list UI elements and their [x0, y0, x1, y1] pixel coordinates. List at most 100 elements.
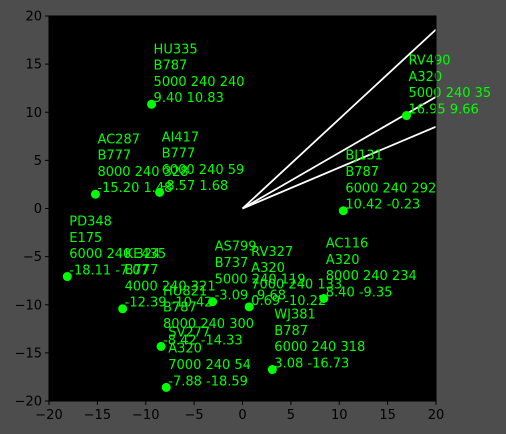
aircraft-point [118, 304, 128, 314]
aircraft-type: E175 [69, 231, 102, 246]
aircraft-id: RV327 [251, 245, 293, 260]
aircraft-id: HU335 [154, 42, 198, 57]
aircraft-type: A320 [408, 70, 442, 85]
aircraft-info: 8000 240 328 [97, 165, 188, 180]
aircraft-coords: 0.69 -10.22 [251, 294, 326, 309]
aircraft-type: A320 [326, 253, 360, 268]
aircraft-point [62, 272, 72, 282]
aircraft-info: 5000 240 119 [215, 272, 306, 287]
aircraft-type: B777 [125, 263, 159, 278]
aircraft-coords: -8.57 1.68 [162, 179, 229, 194]
aircraft-label: RV490 A320 5000 240 35 16.95 9.66 [408, 54, 491, 118]
aircraft-point [338, 206, 348, 216]
aircraft-label: AC116 A320 8000 240 234 8.40 -9.35 [326, 236, 417, 300]
aircraft-coords: 8.40 -9.35 [326, 285, 393, 300]
aircraft-info: 5000 240 240 [154, 75, 245, 90]
x-tick-label: 10 [331, 408, 348, 423]
aircraft-point [147, 99, 157, 109]
aircraft-point [161, 382, 171, 392]
aircraft-info: 8000 240 234 [326, 269, 417, 284]
heading-line [241, 28, 437, 210]
x-tick-label: −15 [84, 408, 111, 423]
aircraft-id: AC116 [326, 236, 369, 251]
aircraft-id: AI417 [162, 130, 200, 145]
aircraft-point [90, 189, 100, 199]
aircraft-info: 6000 240 318 [274, 340, 365, 355]
aircraft-label: AS799 B737 5000 240 119 -3.09 -9.68 [215, 240, 306, 304]
aircraft-coords: -8.42 -14.33 [163, 333, 243, 348]
aircraft-info: 6000 240 292 [345, 181, 436, 196]
aircraft-label: AC287 B777 8000 240 328 -15.20 1.48 [97, 132, 188, 196]
aircraft-label: RV327 A320 7000 240 133 0.69 -10.22 [251, 245, 342, 309]
x-tick-label: 0 [238, 408, 246, 423]
aircraft-label: HU821 B787 8000 240 300 -8.42 -14.33 [163, 284, 254, 348]
y-tick-label: 10 [25, 106, 42, 121]
aircraft-type: B787 [345, 165, 379, 180]
aircraft-coords: 16.95 9.66 [408, 102, 478, 117]
aircraft-id: AC287 [97, 132, 140, 147]
aircraft-info: 6000 240 324 [69, 247, 160, 262]
aircraft-coords: -7.88 -18.59 [168, 374, 248, 389]
aircraft-type: A320 [168, 342, 202, 357]
aircraft-point [156, 341, 166, 351]
aircraft-label: PD348 E175 6000 240 324 -18.11 -7.07 [69, 215, 160, 279]
aircraft-coords: -3.09 -9.68 [215, 289, 286, 304]
x-tick-label: 15 [379, 408, 396, 423]
aircraft-id: AS799 [215, 240, 257, 255]
aircraft-point [319, 293, 329, 303]
y-tick-label: −5 [23, 250, 42, 265]
x-tick-label: 5 [287, 408, 295, 423]
aircraft-info: 5000 240 35 [408, 86, 491, 101]
aircraft-id: BJ131 [345, 149, 383, 164]
y-tick-label: −20 [15, 395, 42, 410]
aircraft-id: SV277 [168, 325, 210, 340]
aircraft-type: A320 [251, 261, 285, 276]
aircraft-type: B737 [215, 256, 249, 271]
y-tick-label: 5 [34, 154, 42, 169]
y-tick-label: 15 [25, 58, 42, 73]
aircraft-coords: 9.40 10.83 [154, 91, 224, 106]
x-tick-label: −10 [132, 408, 159, 423]
aircraft-id: KE435 [125, 247, 167, 262]
y-axis-ticks: −20 −15 −10 −5 0 5 10 15 20 [15, 10, 49, 410]
aircraft-id: PD348 [69, 215, 112, 230]
aircraft-label: HU335 B787 5000 240 240 9.40 10.83 [154, 42, 245, 106]
aircraft-point [401, 111, 411, 121]
aircraft-type: B777 [162, 147, 196, 162]
aircraft-point [155, 187, 165, 197]
aircraft-point [267, 365, 277, 375]
aircraft-info: 7000 240 133 [251, 277, 342, 292]
y-tick-label: 0 [34, 202, 42, 217]
aircraft-coords: -15.20 1.48 [97, 181, 172, 196]
aircraft-info: 7000 240 54 [168, 358, 251, 373]
aircraft-label: KE435 B777 4000 240 321 -12.39 -10.42 [125, 247, 216, 311]
aircraft-type: B777 [97, 149, 131, 164]
aircraft-info: 4000 240 321 [125, 279, 216, 294]
aircraft-id: RV490 [408, 54, 450, 69]
aircraft-label: SV277 A320 7000 240 54 -7.88 -18.59 [168, 325, 251, 389]
aircraft-point [244, 302, 254, 312]
x-tick-label: 20 [428, 408, 445, 423]
y-tick-label: −10 [15, 298, 42, 313]
heading-line [242, 125, 437, 210]
aircraft-coords: 10.42 -0.23 [345, 198, 420, 213]
y-tick-label: 20 [25, 10, 42, 25]
aircraft-points [62, 99, 411, 392]
aircraft-coords: -12.39 -10.42 [125, 296, 213, 311]
aircraft-id: HU821 [163, 284, 207, 299]
aircraft-info: 8000 240 300 [163, 317, 254, 332]
aircraft-point [208, 297, 218, 307]
aircraft-info: 6000 240 59 [162, 163, 245, 178]
aircraft-label: AI417 B777 6000 240 59 -8.57 1.68 [162, 130, 245, 194]
aircraft-type: B787 [154, 59, 188, 74]
aircraft-label: WJ381 B787 6000 240 318 3.08 -16.73 [274, 308, 365, 372]
x-tick-label: −20 [35, 408, 62, 423]
aircraft-type: B787 [274, 324, 308, 339]
y-tick-label: −15 [15, 346, 42, 361]
aircraft-id: WJ381 [274, 308, 316, 323]
x-axis-ticks: −20 −15 −10 −5 0 5 10 15 20 [35, 401, 444, 423]
aircraft-coords: 3.08 -16.73 [274, 356, 349, 371]
x-tick-label: −5 [185, 408, 204, 423]
